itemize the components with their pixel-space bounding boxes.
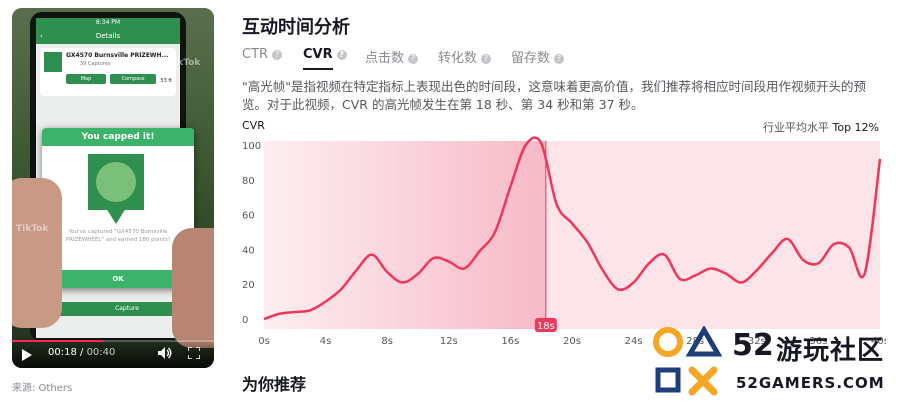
current-time: 00:18 (48, 347, 77, 358)
back-icon: ‹ (40, 32, 43, 40)
tab-clicks[interactable]: 点击数? (365, 47, 419, 66)
fullscreen-icon[interactable] (188, 347, 200, 359)
map-button: Map (66, 74, 106, 84)
y-tick-label: 100 (242, 141, 261, 152)
cache-title: GX4570 Burnsville PRIZEWH... (66, 52, 169, 59)
marker-badge (534, 318, 557, 332)
x-tick-label: 4s (320, 336, 332, 347)
video-controls: 00:18 / 00:40 (12, 338, 214, 368)
help-icon: ? (481, 54, 492, 64)
marker-label: 18s (537, 321, 555, 332)
tab-retention[interactable]: 留存数? (511, 47, 565, 66)
hand-left (12, 178, 62, 328)
tab-conversions[interactable]: 转化数? (438, 47, 492, 66)
badge-icon (88, 154, 144, 210)
capture-button: Capture (56, 302, 198, 316)
watermark-2: TikTok (16, 224, 49, 234)
highlight-description: "高光帧"是指视频在特定指标上表现出色的时间段，这意味着更高价值，我们推荐将相应… (242, 79, 867, 112)
benchmark: 行业平均水平 Top 12% (763, 119, 879, 135)
x-tick-label: 12s (440, 336, 458, 347)
x-tick-label: 8s (381, 336, 393, 347)
cache-captures: 39 Captures (80, 61, 111, 67)
logo-emblem-icon (653, 325, 723, 396)
progress-bar[interactable] (12, 340, 214, 342)
benchmark-value: Top 12% (832, 121, 879, 134)
app-status-time: 8:34 PM (36, 18, 180, 28)
y-tick-label: 20 (242, 280, 255, 291)
watermark: TikTok (168, 58, 201, 68)
video-player[interactable]: 8:34 PM ‹ Details GX4570 Burnsville PRIZ… (12, 8, 214, 368)
highlight-band (264, 141, 546, 329)
compass-button: Compass (110, 74, 156, 84)
modal-message: You've captured "GX4570 Burnsville PRIZE… (65, 229, 171, 243)
y-tick-label: 40 (242, 245, 255, 256)
hand-right (172, 228, 214, 348)
x-tick-label: 0s (258, 336, 270, 347)
x-tick-label: 24s (625, 336, 643, 347)
x-tick-label: 36s (809, 336, 827, 347)
app-header: ‹ Details (36, 28, 180, 44)
chart-ylabel: CVR (242, 119, 265, 132)
source-label: 来源: Others (12, 383, 73, 394)
x-tick-label: 40s (871, 336, 886, 347)
y-tick-label: 0 (242, 315, 248, 326)
y-tick-label: 80 (242, 176, 255, 187)
benchmark-label: 行业平均水平 (762, 121, 829, 134)
app-header-title: Details (95, 32, 121, 40)
help-icon: ? (408, 54, 419, 64)
capture-modal: You capped it! You've captured "GX4570 B… (42, 128, 194, 288)
help-icon: ? (554, 54, 565, 64)
site-logo: 52 游玩社区 52GAMERS.COM (652, 325, 892, 398)
time-readout: 00:18 / 00:40 (48, 347, 116, 358)
y-tick-label: 60 (242, 211, 255, 222)
cache-card: GX4570 Burnsville PRIZEWH... 39 Captures… (40, 48, 176, 96)
tab-cvr[interactable]: CVR? (303, 47, 347, 70)
play-icon[interactable] (22, 349, 32, 361)
help-icon: ? (272, 50, 283, 60)
help-icon: ? (336, 50, 347, 60)
logo-chinese: 游玩社区 (776, 336, 885, 366)
distance-label: 53 ft (160, 78, 172, 84)
recommend-title: 为你推荐 (242, 375, 307, 394)
series-line (263, 136, 882, 321)
modal-title: You capped it! (42, 128, 194, 146)
logo-number: 52 (732, 328, 774, 363)
modal-ok-button: OK (42, 270, 194, 288)
logo-english: 52GAMERS.COM (736, 374, 885, 392)
cache-icon (44, 52, 62, 72)
x-tick-label: 32s (748, 336, 766, 347)
volume-icon[interactable] (158, 347, 172, 359)
progress-fill (12, 340, 103, 342)
x-tick-label: 16s (501, 336, 519, 347)
tab-ctr[interactable]: CTR? (242, 47, 283, 62)
x-tick-label: 20s (563, 336, 581, 347)
duration: 00:40 (86, 347, 116, 358)
section-title: 互动时间分析 (242, 17, 350, 38)
